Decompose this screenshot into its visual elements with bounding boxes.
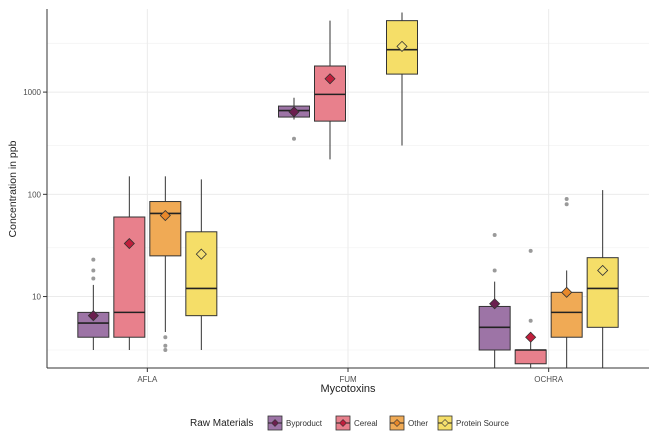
outlier-point: [564, 197, 569, 202]
outlier-point: [163, 347, 168, 352]
legend-item-byproduct: Byproduct: [267, 415, 323, 431]
box-cereal-afla: [113, 176, 146, 350]
x-axis-ticks: AFLA FUM OCHRA: [137, 368, 564, 384]
box-other-ochra: [550, 197, 583, 368]
mean-marker: [87, 310, 99, 322]
mean-marker: [525, 331, 537, 343]
grid-lines: [47, 9, 649, 368]
box-protein-source-fum: [386, 12, 418, 146]
box-iqr: [113, 216, 146, 338]
box-iqr: [149, 201, 182, 257]
y-tick-label: 1000: [23, 88, 41, 97]
box-other-afla: [149, 176, 182, 352]
legend-label: Cereal: [354, 419, 378, 428]
mean-marker: [195, 248, 207, 260]
box-iqr: [550, 291, 583, 338]
y-axis-label: Concentration in ppb: [7, 140, 19, 237]
x-tick-label: OCHRA: [534, 375, 564, 384]
outlier-point: [528, 248, 533, 253]
box-iqr: [478, 305, 511, 351]
mean-marker: [597, 264, 609, 277]
legend-swatch-mean: [441, 419, 449, 427]
box-iqr: [514, 349, 547, 365]
legend-swatch-mean: [271, 419, 279, 427]
outlier-point: [528, 318, 533, 323]
legend-item-other: Other: [389, 415, 428, 431]
box-iqr: [185, 231, 218, 317]
box-cereal-ochra: [514, 248, 547, 368]
outlier-point: [492, 233, 497, 238]
x-tick-label: FUM: [339, 375, 357, 384]
legend-item-cereal: Cereal: [335, 415, 378, 431]
legend-item-protein-source: Protein Source: [437, 415, 509, 431]
legend-title: Raw Materials: [190, 418, 253, 429]
mean-marker: [324, 73, 336, 85]
mean-marker: [561, 286, 573, 298]
legend: Raw Materials Byproduct Cereal Other Protein…: [190, 415, 509, 431]
y-axis-ticks: 10 100 1000: [23, 88, 47, 302]
x-tick-label: AFLA: [137, 375, 158, 384]
outlier-point: [91, 276, 96, 281]
y-tick-label: 100: [28, 190, 42, 199]
mean-marker: [396, 40, 408, 52]
box-cereal-fum: [314, 20, 346, 160]
legend-swatch-mean: [393, 419, 401, 427]
legend-label: Protein Source: [456, 419, 509, 428]
legend-label: Other: [408, 419, 428, 428]
outlier-point: [292, 136, 296, 141]
outlier-point: [163, 335, 168, 340]
outlier-point: [163, 343, 168, 348]
outlier-point: [492, 268, 497, 273]
legend-label: Byproduct: [286, 419, 323, 428]
box-protein-source-afla: [185, 179, 218, 350]
box-byproduct-fum: [278, 97, 310, 141]
outlier-point: [564, 202, 569, 207]
y-tick-label: 10: [32, 293, 41, 302]
outlier-point: [91, 257, 96, 262]
mean-marker: [123, 237, 135, 250]
box-groups: [77, 12, 619, 368]
mean-marker: [159, 209, 171, 222]
box-byproduct-ochra: [478, 233, 511, 368]
legend-swatch-mean: [339, 419, 347, 427]
mean-marker: [288, 106, 300, 118]
x-axis-label: Mycotoxins: [320, 383, 376, 395]
box-protein-source-ochra: [586, 190, 619, 368]
box-byproduct-afla: [77, 257, 110, 350]
outlier-point: [91, 268, 96, 273]
mean-marker: [489, 298, 501, 310]
